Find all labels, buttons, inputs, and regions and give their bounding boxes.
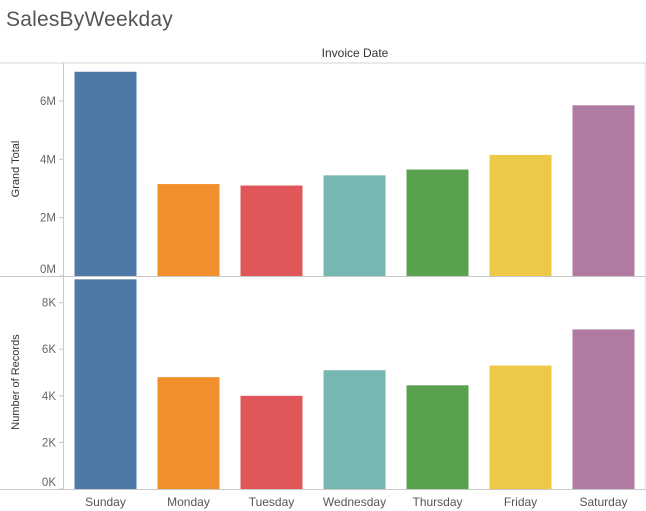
bar-wednesday xyxy=(323,175,386,276)
bar-friday xyxy=(489,154,552,276)
x-tick-label: Wednesday xyxy=(323,495,386,509)
y-tick-label: 6K xyxy=(42,344,56,356)
bar-sunday xyxy=(74,71,137,277)
y-tick-label: 6M xyxy=(40,96,56,108)
bar-friday xyxy=(489,365,552,489)
y-tick-label: 4M xyxy=(40,154,56,166)
bar-thursday xyxy=(406,169,469,276)
y-tick-label: 4K xyxy=(42,391,56,403)
y-tick-label: 8K xyxy=(42,298,56,310)
x-tick-label: Friday xyxy=(504,495,537,509)
x-tick-label: Sunday xyxy=(85,495,126,509)
y-tick-label: 2K xyxy=(42,437,56,449)
x-tick-label: Tuesday xyxy=(249,495,295,509)
bar-monday xyxy=(157,184,220,276)
x-tick-label: Saturday xyxy=(579,495,627,509)
bar-tuesday xyxy=(240,185,303,276)
x-tick-label: Monday xyxy=(167,495,210,509)
bar-saturday xyxy=(572,329,635,489)
y-tick-label: 2M xyxy=(40,213,56,225)
chart-title: SalesByWeekday xyxy=(6,8,173,31)
bar-sunday xyxy=(74,279,137,489)
bar-tuesday xyxy=(240,395,303,489)
y-tick-label: 0K xyxy=(42,477,56,489)
column-header: Invoice Date xyxy=(321,46,389,60)
bar-saturday xyxy=(572,105,635,276)
bar-wednesday xyxy=(323,370,386,489)
bar-monday xyxy=(157,377,220,489)
y-tick-label: 0M xyxy=(40,264,56,276)
x-tick-label: Thursday xyxy=(412,495,462,509)
bar-thursday xyxy=(406,385,469,489)
